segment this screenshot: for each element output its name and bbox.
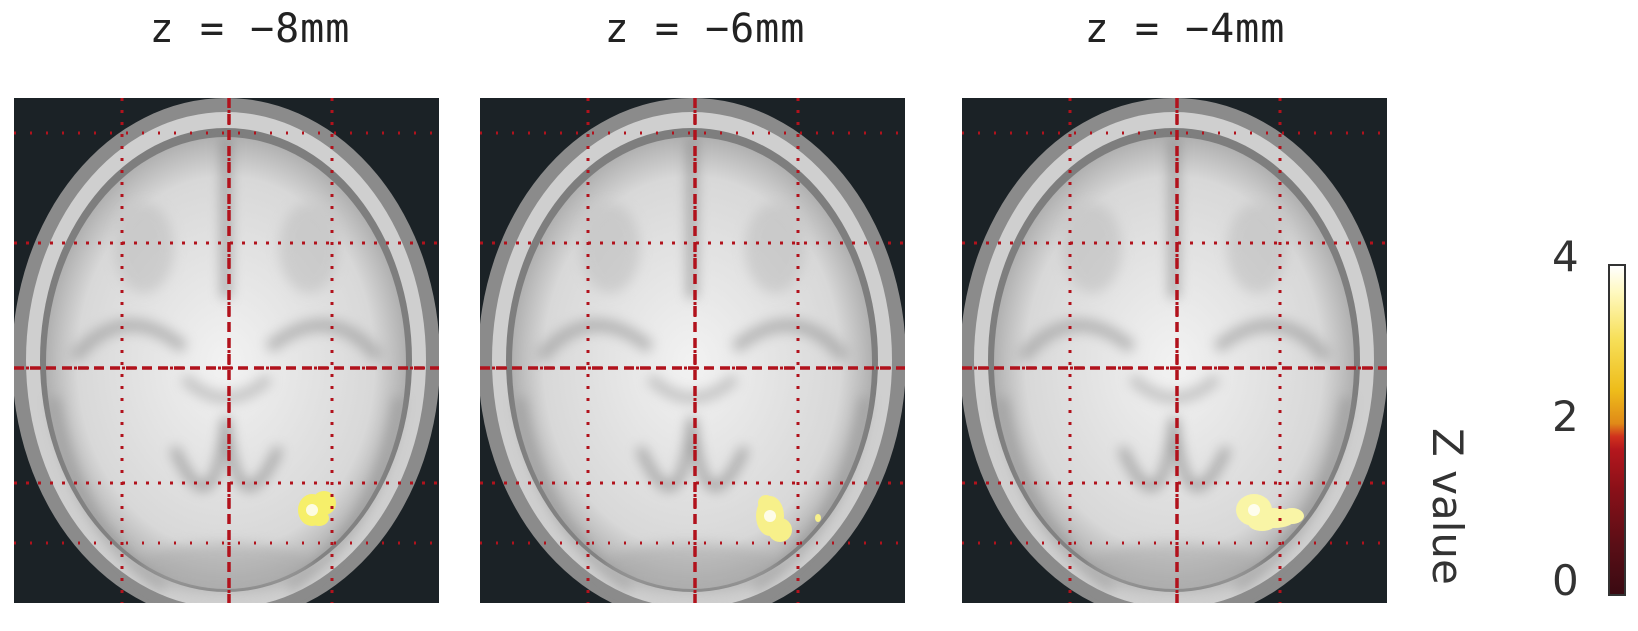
- crosshair: [14, 98, 439, 603]
- brain-slice-image-1: [14, 98, 439, 603]
- colorbar-tick-max: 4: [1552, 232, 1579, 281]
- slice-title-2: z = −6mm: [604, 6, 806, 52]
- activation-blob: [756, 495, 821, 542]
- brain-slice-panel-2: [480, 98, 905, 603]
- crosshair: [480, 98, 905, 603]
- colorbar-gradient: [1608, 264, 1626, 596]
- slice-title-1: z = −8mm: [149, 6, 351, 52]
- brain-slice-panel-3: [962, 98, 1387, 603]
- colorbar-label: Z value: [1423, 428, 1472, 585]
- crosshair: [962, 98, 1387, 603]
- brain-slice-panel-1: [14, 98, 439, 603]
- brain-slice-image-2: [480, 98, 905, 603]
- activation-blob: [1236, 494, 1304, 531]
- slice-title-3: z = −4mm: [1084, 6, 1286, 52]
- activation-blob: [298, 491, 336, 526]
- colorbar-tick-mid: 2: [1552, 392, 1579, 441]
- colorbar: [1608, 264, 1626, 596]
- colorbar-tick-min: 0: [1552, 556, 1579, 605]
- brain-slice-image-3: [962, 98, 1387, 603]
